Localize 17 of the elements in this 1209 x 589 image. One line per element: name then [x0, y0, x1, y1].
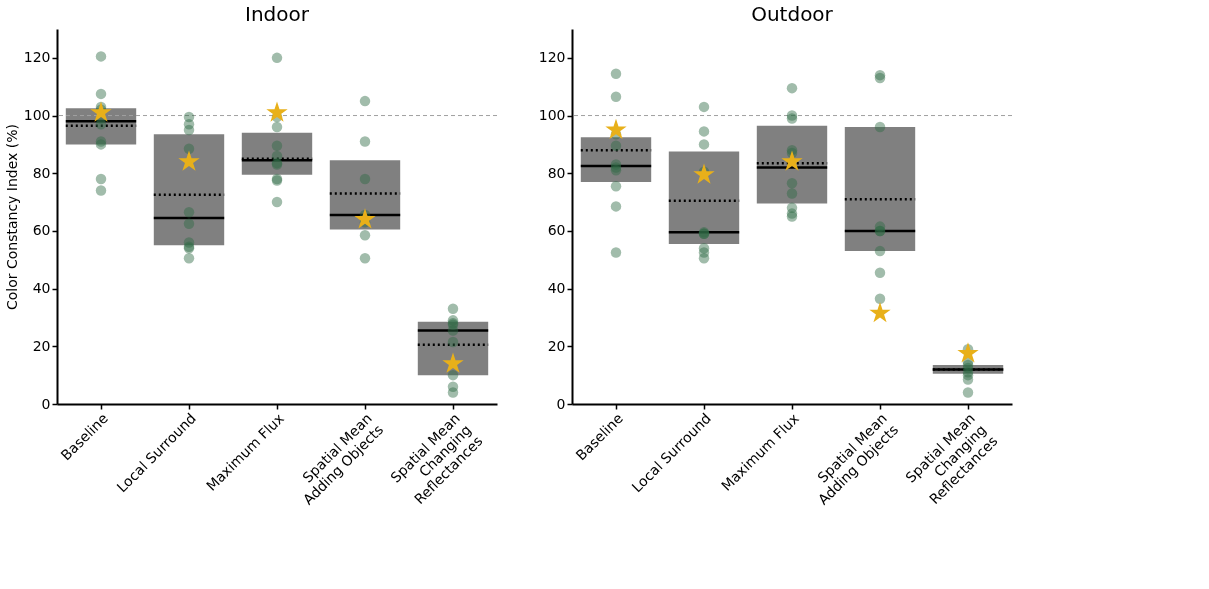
y-tick-label: 60	[32, 222, 51, 239]
y-tick-label: 80	[547, 164, 566, 181]
chart-title: Indoor	[245, 2, 310, 26]
y-tick-label: 80	[32, 164, 51, 181]
y-tick-label: 20	[547, 337, 566, 354]
y-axis-title: Color Constancy Index (%)	[3, 123, 20, 311]
y-tick-label: 60	[547, 222, 566, 239]
y-tick-label: 40	[32, 280, 51, 297]
y-tick-label: 0	[41, 395, 51, 412]
y-tick-label: 120	[538, 49, 566, 66]
y-tick-label: 120	[23, 49, 51, 66]
chart-title: Outdoor	[751, 2, 834, 26]
y-tick-label: 0	[556, 395, 566, 412]
y-tick-label: 100	[23, 107, 51, 124]
y-tick-label: 100	[538, 107, 566, 124]
y-tick-label: 20	[32, 337, 51, 354]
y-tick-label: 40	[547, 280, 566, 297]
